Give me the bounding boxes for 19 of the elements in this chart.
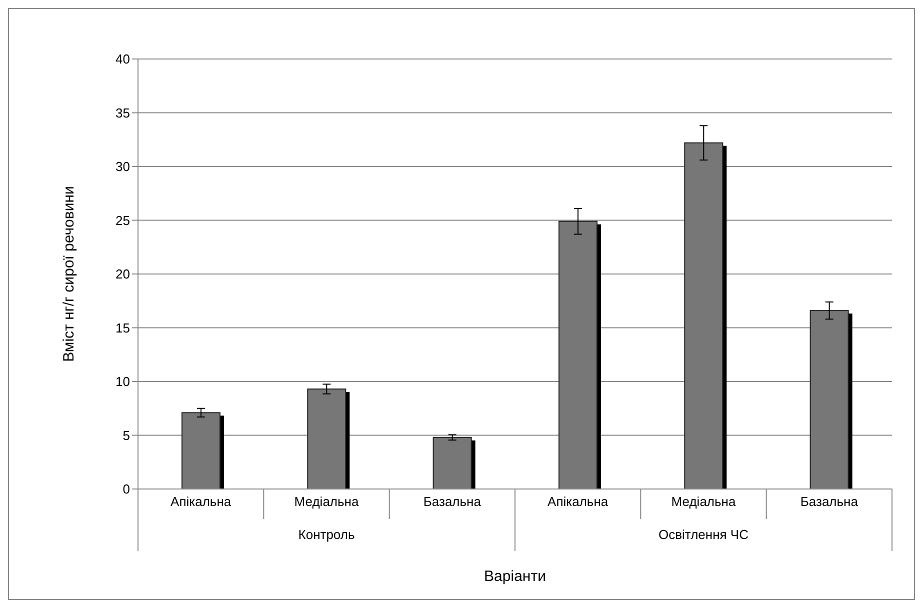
x-axis-title: Варіанти xyxy=(484,568,546,585)
x-tick-label: Медіальна xyxy=(671,494,736,510)
x-tick-label: Медіальна xyxy=(294,494,360,510)
x-tick-label: Апікальна xyxy=(548,494,609,510)
y-tick-label: 20 xyxy=(116,266,130,282)
y-tick-label: 10 xyxy=(116,374,130,390)
y-tick-label: 25 xyxy=(116,212,130,228)
y-tick-label: 35 xyxy=(116,105,130,120)
y-axis-title: Вміст нг/г сирої речовини xyxy=(60,186,78,362)
x-tick-label: Базальна xyxy=(800,494,859,510)
text: Контроль xyxy=(298,527,355,542)
y-tick-label: 30 xyxy=(116,159,130,174)
y-tick-label: 5 xyxy=(122,428,130,443)
y-tick-label: 15 xyxy=(116,320,130,336)
x-tick-label: Апікальна xyxy=(170,494,232,510)
text: Освітлення ЧС xyxy=(658,527,748,542)
x-tick-label: Базальна xyxy=(423,494,482,510)
y-tick-label: 40 xyxy=(116,52,130,67)
y-tick-label: 0 xyxy=(122,482,130,497)
